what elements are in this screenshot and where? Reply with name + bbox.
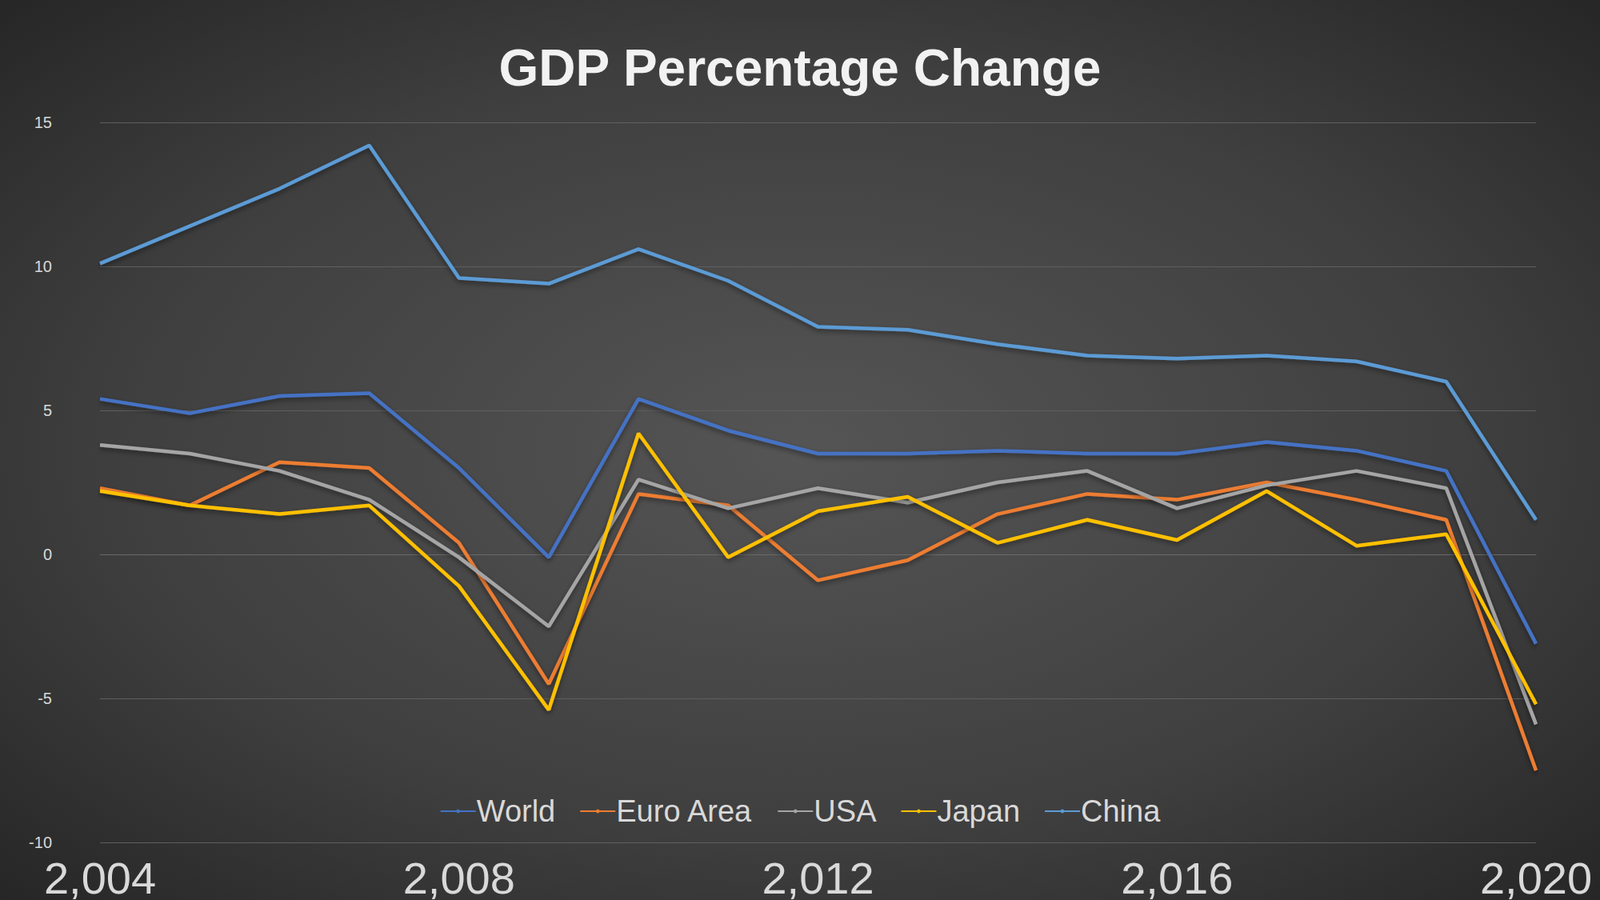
svg-text:USA: USA: [813, 794, 877, 828]
svg-text:10: 10: [34, 257, 52, 276]
svg-text:2,016: 2,016: [1120, 852, 1233, 900]
svg-text:-10: -10: [28, 833, 52, 852]
svg-text:World: World: [476, 794, 556, 828]
svg-text:5: 5: [43, 401, 52, 420]
svg-text:15: 15: [34, 113, 52, 132]
svg-text:2,008: 2,008: [403, 852, 516, 900]
svg-text:-5: -5: [37, 689, 52, 708]
svg-text:2,012: 2,012: [761, 852, 874, 900]
svg-text:Japan: Japan: [936, 794, 1020, 828]
svg-text:Euro Area: Euro Area: [616, 794, 752, 828]
svg-text:2,004: 2,004: [44, 852, 156, 900]
svg-text:China: China: [1080, 794, 1161, 828]
svg-text:GDP Percentage Change: GDP Percentage Change: [499, 39, 1102, 97]
svg-text:0: 0: [43, 545, 52, 564]
svg-text:2,020: 2,020: [1480, 852, 1592, 900]
